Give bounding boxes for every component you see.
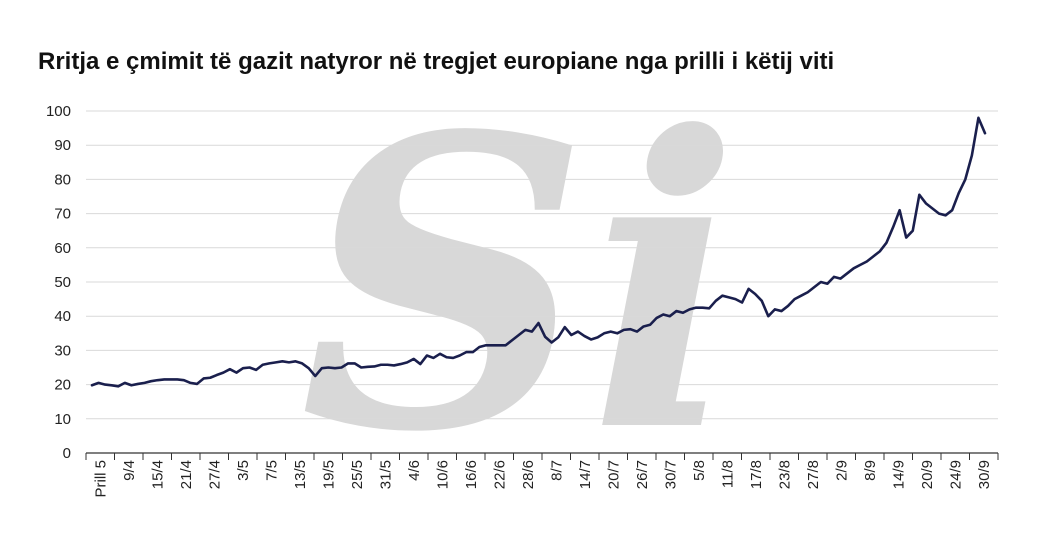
x-tick-label: 11/8	[719, 460, 736, 488]
y-tick-label: 60	[54, 240, 71, 257]
y-axis: 0 10 20 30 40 50 60 70 80 90 100	[46, 103, 71, 462]
x-tick-label: 23/8	[776, 460, 793, 489]
x-tick-label: 5/8	[691, 460, 708, 481]
y-tick-label: 90	[54, 137, 71, 154]
watermark: Si	[300, 50, 741, 520]
y-tick-label: 70	[54, 206, 71, 223]
x-tick-label: 14/7	[577, 460, 594, 489]
x-axis: Prill 5 9/4 15/4 21/4 27/4 3/5 7/5 13/5 19/5 25/5…	[85, 452, 999, 498]
x-tick-label: 10/6	[434, 460, 451, 489]
y-tick-label: 50	[54, 274, 71, 291]
x-tick-label: 21/4	[178, 460, 195, 489]
x-tick-label: 4/6	[406, 460, 423, 481]
x-tick-label: 17/8	[748, 460, 765, 489]
x-tick-label: 8/7	[548, 460, 565, 481]
x-tick-label: 24/9	[947, 460, 964, 489]
x-tick-label: 3/5	[235, 460, 252, 481]
x-tick-label: 13/5	[292, 460, 309, 489]
x-tick-label: 14/9	[890, 460, 907, 489]
y-tick-label: 40	[54, 308, 71, 325]
x-tick-label: 26/7	[634, 460, 651, 489]
y-tick-label: 100	[46, 103, 71, 120]
y-tick-label: 30	[54, 342, 71, 359]
x-tick-label: Prill 5	[92, 460, 109, 498]
x-tick-label: 28/6	[520, 460, 537, 489]
series-line-0	[90, 116, 987, 388]
x-tick-label: 15/4	[149, 460, 166, 489]
x-tick-label: 30/7	[662, 460, 679, 489]
x-tick-label: 20/9	[919, 460, 936, 489]
x-tick-label: 31/5	[377, 460, 394, 489]
x-tick-label: 20/7	[605, 460, 622, 489]
y-tick-label: 20	[54, 377, 71, 394]
x-tick-label: 27/4	[206, 460, 223, 489]
x-tick-label: 27/8	[805, 460, 822, 489]
series-layer	[90, 116, 987, 388]
x-tick-label: 22/6	[491, 460, 508, 489]
y-tick-label: 0	[63, 445, 71, 462]
x-tick-label: 30/9	[976, 460, 993, 489]
watermark-text: Si	[300, 50, 741, 520]
grid	[86, 110, 998, 420]
x-tick-label: 9/4	[121, 460, 138, 481]
chart-title: Rritja e çmimit të gazit natyror në treg…	[38, 48, 835, 75]
x-tick-label: 25/5	[349, 460, 366, 489]
x-tick-label: 2/9	[833, 460, 850, 481]
x-tick-label: 16/6	[463, 460, 480, 489]
y-tick-label: 10	[54, 411, 71, 428]
y-tick-label: 80	[54, 171, 71, 188]
x-tick-label: 8/9	[862, 460, 879, 481]
x-tick-label: 7/5	[263, 460, 280, 481]
x-tick-label: 19/5	[320, 460, 337, 489]
